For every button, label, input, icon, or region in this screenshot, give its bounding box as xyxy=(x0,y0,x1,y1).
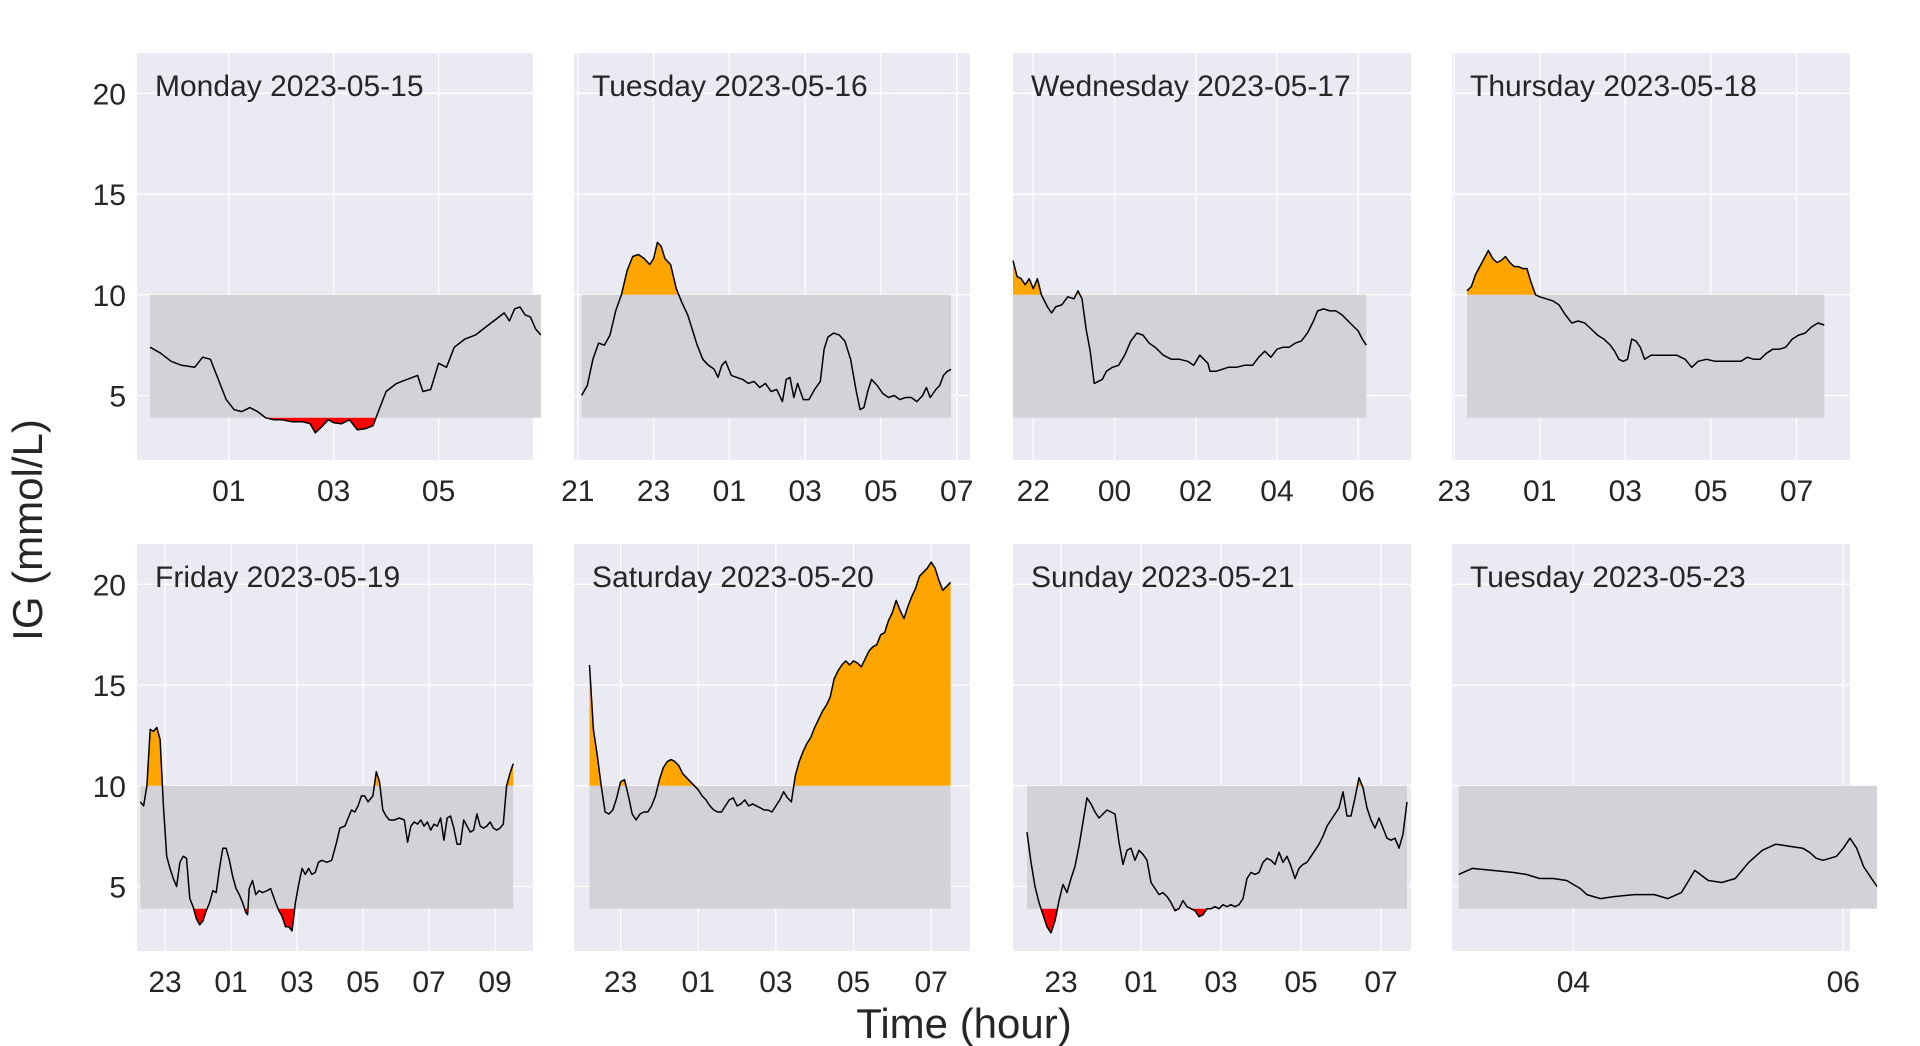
x-tick-label: 00 xyxy=(1098,475,1131,508)
x-tick-label: 23 xyxy=(1044,966,1077,999)
glucose-line xyxy=(588,561,952,821)
y-axis-label: IG (mmol/L) xyxy=(4,419,51,641)
x-tick-label: 01 xyxy=(713,475,746,508)
panel-title: Monday 2023-05-15 xyxy=(155,70,424,103)
x-tick-label: 01 xyxy=(682,966,715,999)
x-tick-label: 07 xyxy=(412,966,445,999)
x-tick-label: 21 xyxy=(561,475,594,508)
x-tick-label: 07 xyxy=(914,966,947,999)
y-tick-label: 15 xyxy=(93,670,126,703)
x-tick-label: 23 xyxy=(148,966,181,999)
target-range-band xyxy=(1027,785,1407,909)
x-tick-label: 03 xyxy=(759,966,792,999)
target-range-band xyxy=(1466,294,1825,418)
glucose-line xyxy=(149,306,542,434)
panels: Monday 2023-05-15 01 03 05 5 10 15 20 Tuesday 20… xyxy=(93,53,1878,999)
panel-title: Saturday 2023-05-20 xyxy=(592,561,874,594)
y-tick-label: 5 xyxy=(109,381,126,414)
target-range-band xyxy=(140,785,514,909)
panel-title: Wednesday 2023-05-17 xyxy=(1031,70,1351,103)
y-tick-label: 10 xyxy=(93,280,126,313)
panel-title: Friday 2023-05-19 xyxy=(155,561,400,594)
x-tick-label: 03 xyxy=(317,475,350,508)
x-tick-label: 05 xyxy=(1284,966,1317,999)
x-tick-label: 06 xyxy=(1827,966,1860,999)
x-tick-label: 01 xyxy=(1523,475,1556,508)
x-tick-label: 07 xyxy=(1780,475,1813,508)
hyperglycemia-area xyxy=(793,562,951,786)
target-range-band xyxy=(1013,294,1367,418)
x-tick-label: 03 xyxy=(280,966,313,999)
x-tick-label: 04 xyxy=(1260,475,1293,508)
glucose-line xyxy=(1458,837,1878,900)
x-tick-label: 03 xyxy=(1609,475,1642,508)
panel-title: Tuesday 2023-05-16 xyxy=(592,70,868,103)
x-tick-label: 03 xyxy=(788,475,821,508)
y-tick-label: 15 xyxy=(93,179,126,212)
panel-title: Thursday 2023-05-18 xyxy=(1470,70,1757,103)
glucose-line xyxy=(1012,260,1367,385)
glucose-line xyxy=(1026,776,1408,934)
panel: Saturday 2023-05-20 23 01 03 05 07 xyxy=(574,544,970,999)
x-tick-label: 05 xyxy=(346,966,379,999)
hyperglycemia-area xyxy=(146,727,163,786)
hyperglycemia-area xyxy=(658,759,695,786)
x-tick-label: 05 xyxy=(864,475,897,508)
panel-title: Sunday 2023-05-21 xyxy=(1031,561,1295,594)
x-tick-label: 04 xyxy=(1557,966,1590,999)
target-range-band xyxy=(150,294,541,418)
y-tick-label: 20 xyxy=(93,569,126,602)
target-range-band xyxy=(589,785,951,909)
x-tick-label: 07 xyxy=(1364,966,1397,999)
x-tick-label: 23 xyxy=(637,475,670,508)
target-range-band xyxy=(1458,785,1877,909)
x-tick-label: 07 xyxy=(940,475,973,508)
y-tick-label: 20 xyxy=(93,78,126,111)
hyperglycemia-area xyxy=(589,664,602,786)
x-tick-label: 01 xyxy=(1124,966,1157,999)
x-tick-label: 05 xyxy=(837,966,870,999)
x-tick-label: 09 xyxy=(478,966,511,999)
hypoglycemia-area xyxy=(1041,908,1058,933)
panel: Sunday 2023-05-21 23 01 03 05 07 xyxy=(1013,544,1411,999)
glucose-line xyxy=(1466,249,1825,369)
hyperglycemia-area xyxy=(1013,260,1042,295)
glucose-line xyxy=(139,726,514,932)
panel-title: Tuesday 2023-05-23 xyxy=(1470,561,1746,594)
panel: Tuesday 2023-05-23 04 06 xyxy=(1452,544,1878,999)
y-tick-label: 10 xyxy=(93,771,126,804)
x-tick-label: 05 xyxy=(1694,475,1727,508)
glucose-line xyxy=(580,241,952,411)
panel: Monday 2023-05-15 01 03 05 5 10 15 20 xyxy=(93,53,542,508)
y-tick-label: 5 xyxy=(109,872,126,905)
panel: Tuesday 2023-05-16 21 23 01 03 05 07 xyxy=(561,53,973,508)
hyperglycemia-area xyxy=(1467,250,1536,295)
hyperglycemia-area xyxy=(374,771,380,786)
x-tick-label: 23 xyxy=(604,966,637,999)
target-range-band xyxy=(581,294,952,418)
x-axis-label: Time (hour) xyxy=(856,1000,1071,1046)
panel: Wednesday 2023-05-17 22 00 02 04 06 xyxy=(1012,53,1411,508)
x-tick-label: 02 xyxy=(1179,475,1212,508)
panel: Friday 2023-05-19 23 01 03 05 07 09 5 10 15 20 xyxy=(93,544,533,999)
x-tick-label: 23 xyxy=(1437,475,1470,508)
panel: Thursday 2023-05-18 23 01 03 05 07 xyxy=(1437,53,1850,508)
hypoglycemia-area xyxy=(278,908,295,931)
hypoglycemia-area xyxy=(193,908,208,925)
x-tick-label: 01 xyxy=(212,475,245,508)
x-tick-label: 05 xyxy=(422,475,455,508)
x-tick-label: 03 xyxy=(1204,966,1237,999)
x-tick-label: 01 xyxy=(214,966,247,999)
x-tick-label: 22 xyxy=(1017,475,1050,508)
x-tick-label: 06 xyxy=(1342,475,1375,508)
